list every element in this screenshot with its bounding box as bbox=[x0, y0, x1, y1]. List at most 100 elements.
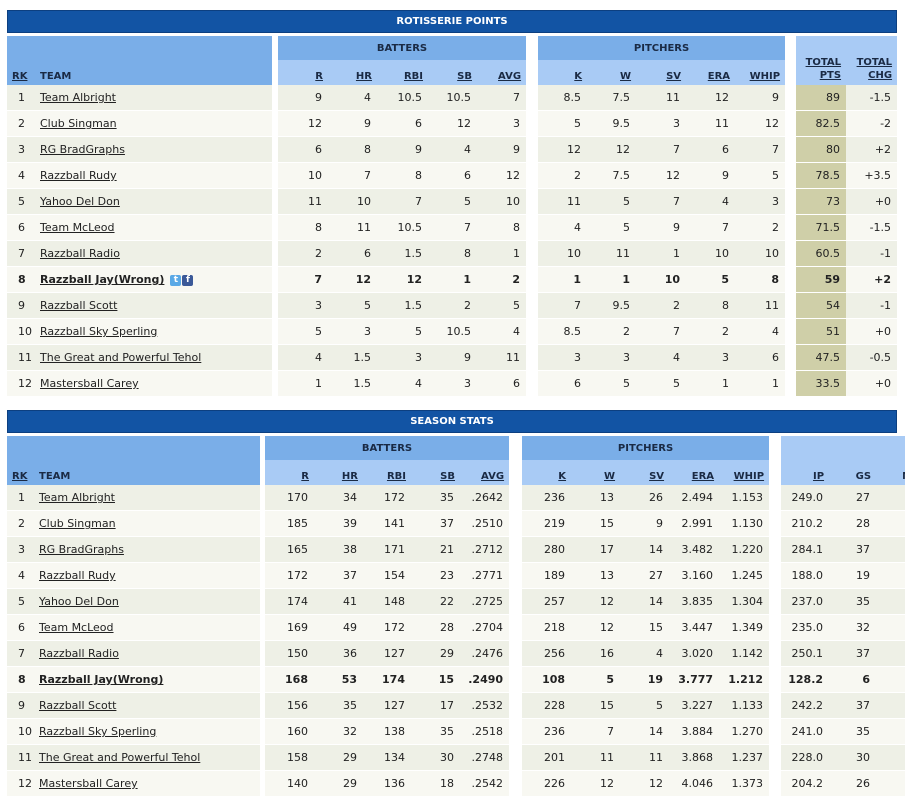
roto-total-header[interactable]: TOTAL PTS bbox=[796, 36, 847, 85]
season-ip-header[interactable]: IP bbox=[781, 436, 830, 485]
season-sv-sort-link[interactable]: SV bbox=[649, 471, 665, 482]
season-moves-header[interactable]: MOVES bbox=[876, 436, 905, 485]
roto-era-sort-link[interactable]: ERA bbox=[707, 71, 731, 82]
roto-chg-label-bottom[interactable]: CHG bbox=[868, 70, 893, 81]
batting-rbi-cell: 5 bbox=[377, 319, 428, 345]
team-link[interactable]: The Great and Powerful Tehol bbox=[40, 351, 202, 364]
team-link[interactable]: Razzball Radio bbox=[39, 647, 119, 660]
season-sb-sort-link[interactable]: SB bbox=[440, 471, 455, 482]
roto-hr-sort-link[interactable]: HR bbox=[355, 71, 372, 82]
roto-sb-header[interactable]: SB bbox=[428, 60, 477, 85]
pitching-w-cell: 7.5 bbox=[587, 85, 637, 111]
roto-total-label-top[interactable]: TOTAL bbox=[805, 57, 842, 68]
pitching-w-cell: 11 bbox=[587, 241, 637, 267]
season-k-header[interactable]: K bbox=[522, 460, 572, 485]
season-rbi-sort-link[interactable]: RBI bbox=[386, 471, 406, 482]
team-link[interactable]: Razzball Sky Sperling bbox=[39, 725, 157, 738]
batting-hr-cell: 1.5 bbox=[328, 371, 377, 397]
roto-r-header[interactable]: R bbox=[278, 60, 328, 85]
team-link[interactable]: Razzball Radio bbox=[40, 247, 120, 260]
season-r-sort-link[interactable]: R bbox=[301, 471, 309, 482]
season-r-header[interactable]: R bbox=[265, 460, 314, 485]
batting-avg-cell: 9 bbox=[477, 137, 527, 163]
season-era-header[interactable]: ERA bbox=[669, 460, 720, 485]
team-link[interactable]: RG BradGraphs bbox=[39, 543, 124, 556]
team-link[interactable]: Club Singman bbox=[40, 117, 117, 130]
twitter-icon[interactable]: t bbox=[170, 274, 182, 286]
gs-cell: 32 bbox=[829, 615, 877, 641]
season-sv-header[interactable]: SV bbox=[620, 460, 670, 485]
season-w-header[interactable]: W bbox=[571, 460, 621, 485]
team-link[interactable]: Razzball Scott bbox=[40, 299, 118, 312]
season-moves-sort-link[interactable]: MOVES bbox=[902, 471, 905, 482]
season-batters-group-header: BATTERS bbox=[265, 436, 510, 460]
moves-cell: 26 bbox=[876, 667, 905, 693]
season-whip-sort-link[interactable]: WHIP bbox=[733, 471, 765, 482]
team-link[interactable]: Team McLeod bbox=[40, 221, 115, 234]
roto-rk-label[interactable]: RK bbox=[12, 71, 28, 82]
batting-rbi-cell: 10.5 bbox=[377, 85, 428, 111]
season-rk-header[interactable]: RK bbox=[7, 436, 34, 485]
season-hr-sort-link[interactable]: HR bbox=[341, 471, 358, 482]
season-team-header: TEAM bbox=[34, 436, 260, 485]
team-link[interactable]: Team Albright bbox=[39, 491, 115, 504]
ip-cell: 210.2 bbox=[781, 511, 830, 537]
season-avg-header[interactable]: AVG bbox=[460, 460, 510, 485]
team-link[interactable]: Team Albright bbox=[40, 91, 116, 104]
team-link[interactable]: Razzball Scott bbox=[39, 699, 117, 712]
roto-era-header[interactable]: ERA bbox=[686, 60, 736, 85]
team-link[interactable]: Club Singman bbox=[39, 517, 116, 530]
team-link[interactable]: Team McLeod bbox=[39, 621, 114, 634]
roto-whip-sort-link[interactable]: WHIP bbox=[749, 71, 781, 82]
team-link[interactable]: Razzball Rudy bbox=[39, 569, 116, 582]
team-link[interactable]: The Great and Powerful Tehol bbox=[39, 751, 201, 764]
roto-chg-header[interactable]: TOTAL CHG bbox=[846, 36, 898, 85]
season-hr-header[interactable]: HR bbox=[314, 460, 363, 485]
roto-sv-sort-link[interactable]: SV bbox=[666, 71, 682, 82]
team-link[interactable]: Razzball Rudy bbox=[40, 169, 117, 182]
season-w-sort-link[interactable]: W bbox=[604, 471, 616, 482]
team-link[interactable]: Razzball Jay(Wrong) bbox=[40, 273, 165, 286]
pitching-sv-cell: 11 bbox=[636, 85, 687, 111]
team-link[interactable]: Yahoo Del Don bbox=[40, 195, 120, 208]
team-link[interactable]: Razzball Sky Sperling bbox=[40, 325, 158, 338]
season-rbi-header[interactable]: RBI bbox=[363, 460, 411, 485]
roto-total-label-bottom[interactable]: PTS bbox=[819, 70, 842, 81]
pitching-whip-cell: 1.220 bbox=[719, 537, 770, 563]
season-gs-header[interactable]: GS bbox=[829, 436, 877, 485]
roto-rk-header[interactable]: RK bbox=[7, 36, 35, 85]
rank-cell: 3 bbox=[7, 537, 34, 563]
team-link[interactable]: Mastersball Carey bbox=[40, 377, 139, 390]
roto-rbi-header[interactable]: RBI bbox=[377, 60, 428, 85]
roto-whip-header[interactable]: WHIP bbox=[735, 60, 786, 85]
season-ip-sort-link[interactable]: IP bbox=[812, 471, 825, 482]
roto-rbi-sort-link[interactable]: RBI bbox=[403, 71, 423, 82]
roto-avg-header[interactable]: AVG bbox=[477, 60, 527, 85]
roto-w-header[interactable]: W bbox=[587, 60, 637, 85]
roto-k-header[interactable]: K bbox=[538, 60, 588, 85]
roto-k-sort-link[interactable]: K bbox=[574, 71, 583, 82]
season-k-sort-link[interactable]: K bbox=[558, 471, 567, 482]
roto-w-sort-link[interactable]: W bbox=[620, 71, 632, 82]
season-whip-header[interactable]: WHIP bbox=[719, 460, 770, 485]
pitching-sv-cell: 5 bbox=[636, 371, 687, 397]
roto-chg-label-top[interactable]: TOTAL bbox=[856, 57, 893, 68]
roto-sb-sort-link[interactable]: SB bbox=[457, 71, 472, 82]
season-gs-sort-link[interactable]: GS bbox=[855, 471, 872, 482]
team-link[interactable]: Yahoo Del Don bbox=[39, 595, 119, 608]
total-points-cell: 51 bbox=[796, 319, 847, 345]
facebook-icon[interactable]: f bbox=[182, 274, 194, 286]
team-link[interactable]: Mastersball Carey bbox=[39, 777, 138, 790]
team-link[interactable]: RG BradGraphs bbox=[40, 143, 125, 156]
roto-r-sort-link[interactable]: R bbox=[315, 71, 323, 82]
roto-hr-header[interactable]: HR bbox=[328, 60, 377, 85]
pitching-era-cell: 3.227 bbox=[669, 693, 720, 719]
season-sb-header[interactable]: SB bbox=[411, 460, 460, 485]
season-era-sort-link[interactable]: ERA bbox=[691, 471, 715, 482]
batting-avg-cell: 11 bbox=[477, 345, 527, 371]
team-link[interactable]: Razzball Jay(Wrong) bbox=[39, 673, 164, 686]
roto-avg-sort-link[interactable]: AVG bbox=[498, 71, 522, 82]
roto-sv-header[interactable]: SV bbox=[636, 60, 687, 85]
season-avg-sort-link[interactable]: AVG bbox=[481, 471, 505, 482]
season-rk-label[interactable]: RK bbox=[12, 471, 28, 482]
